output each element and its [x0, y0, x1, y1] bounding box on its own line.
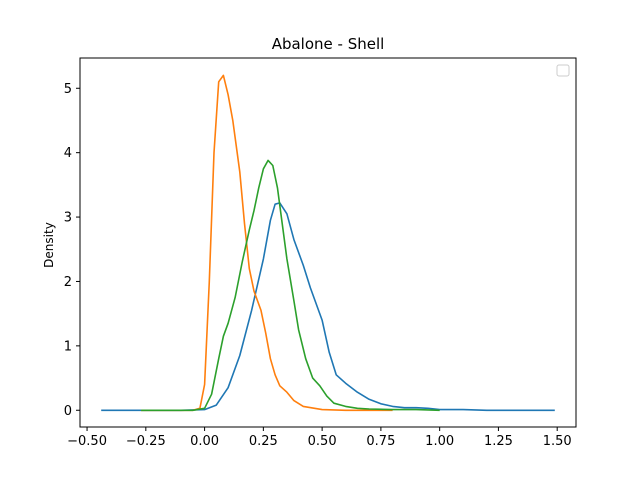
y-tick-label: 5	[64, 82, 72, 97]
legend-box[interactable]	[556, 64, 570, 77]
x-tick-label: 0.25	[249, 434, 278, 449]
y-tick-label: 1	[64, 339, 72, 354]
x-tick-label: 1.50	[543, 434, 572, 449]
x-tick-label: −0.50	[67, 434, 107, 449]
x-axis-ticks: −0.50 −0.25 0.00 0.25 0.50 0.75 1.00 1.25 1.50	[67, 427, 572, 449]
series-line-2	[141, 159, 440, 412]
plot-frame	[79, 57, 577, 428]
y-tick-label: 3	[64, 211, 72, 226]
x-tick-label: 0.00	[190, 434, 219, 449]
chart-title: Abalone - Shell	[272, 35, 385, 53]
y-axis-ticks: 0 1 2 3 4 5	[64, 82, 80, 419]
x-tick-label: 0.50	[308, 434, 337, 449]
series-layer	[101, 74, 555, 412]
x-tick-label: 1.25	[484, 434, 513, 449]
series-line-1	[141, 74, 393, 412]
y-tick-label: 0	[64, 404, 72, 419]
series-line-0	[101, 202, 555, 412]
x-tick-label: 0.75	[366, 434, 395, 449]
x-tick-label: 1.00	[425, 434, 454, 449]
y-tick-label: 4	[64, 146, 72, 161]
y-tick-label: 2	[64, 275, 72, 290]
y-axis-label: Density	[42, 222, 56, 268]
x-tick-label: −0.25	[126, 434, 166, 449]
